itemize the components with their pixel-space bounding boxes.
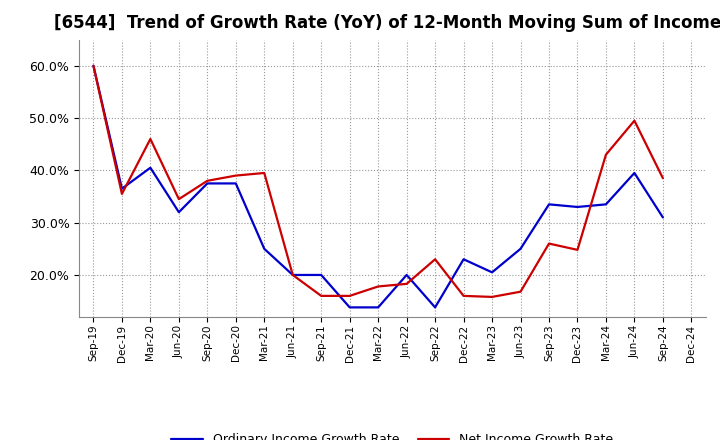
Ordinary Income Growth Rate: [573, 204, 582, 209]
Ordinary Income Growth Rate: [317, 272, 325, 278]
Net Income Growth Rate: [89, 63, 98, 68]
Ordinary Income Growth Rate: [659, 215, 667, 220]
Net Income Growth Rate: [203, 178, 212, 183]
Net Income Growth Rate: [232, 173, 240, 178]
Ordinary Income Growth Rate: [232, 181, 240, 186]
Ordinary Income Growth Rate: [630, 170, 639, 176]
Net Income Growth Rate: [174, 197, 183, 202]
Net Income Growth Rate: [630, 118, 639, 123]
Net Income Growth Rate: [431, 257, 439, 262]
Ordinary Income Growth Rate: [89, 63, 98, 68]
Ordinary Income Growth Rate: [459, 257, 468, 262]
Net Income Growth Rate: [545, 241, 554, 246]
Net Income Growth Rate: [659, 176, 667, 181]
Ordinary Income Growth Rate: [516, 246, 525, 251]
Net Income Growth Rate: [289, 272, 297, 278]
Net Income Growth Rate: [260, 170, 269, 176]
Net Income Growth Rate: [346, 293, 354, 298]
Net Income Growth Rate: [402, 281, 411, 286]
Ordinary Income Growth Rate: [431, 305, 439, 310]
Ordinary Income Growth Rate: [203, 181, 212, 186]
Net Income Growth Rate: [487, 294, 496, 300]
Ordinary Income Growth Rate: [402, 272, 411, 278]
Net Income Growth Rate: [374, 284, 382, 289]
Net Income Growth Rate: [146, 136, 155, 142]
Ordinary Income Growth Rate: [346, 305, 354, 310]
Line: Net Income Growth Rate: Net Income Growth Rate: [94, 66, 663, 297]
Net Income Growth Rate: [317, 293, 325, 298]
Net Income Growth Rate: [573, 247, 582, 253]
Ordinary Income Growth Rate: [146, 165, 155, 170]
Ordinary Income Growth Rate: [117, 186, 126, 191]
Ordinary Income Growth Rate: [260, 246, 269, 251]
Net Income Growth Rate: [516, 289, 525, 294]
Ordinary Income Growth Rate: [174, 209, 183, 215]
Title: [6544]  Trend of Growth Rate (YoY) of 12-Month Moving Sum of Incomes: [6544] Trend of Growth Rate (YoY) of 12-…: [54, 15, 720, 33]
Ordinary Income Growth Rate: [602, 202, 611, 207]
Net Income Growth Rate: [117, 191, 126, 197]
Ordinary Income Growth Rate: [487, 270, 496, 275]
Line: Ordinary Income Growth Rate: Ordinary Income Growth Rate: [94, 66, 663, 308]
Net Income Growth Rate: [602, 152, 611, 158]
Ordinary Income Growth Rate: [289, 272, 297, 278]
Net Income Growth Rate: [459, 293, 468, 298]
Ordinary Income Growth Rate: [545, 202, 554, 207]
Ordinary Income Growth Rate: [374, 305, 382, 310]
Legend: Ordinary Income Growth Rate, Net Income Growth Rate: Ordinary Income Growth Rate, Net Income …: [166, 429, 618, 440]
